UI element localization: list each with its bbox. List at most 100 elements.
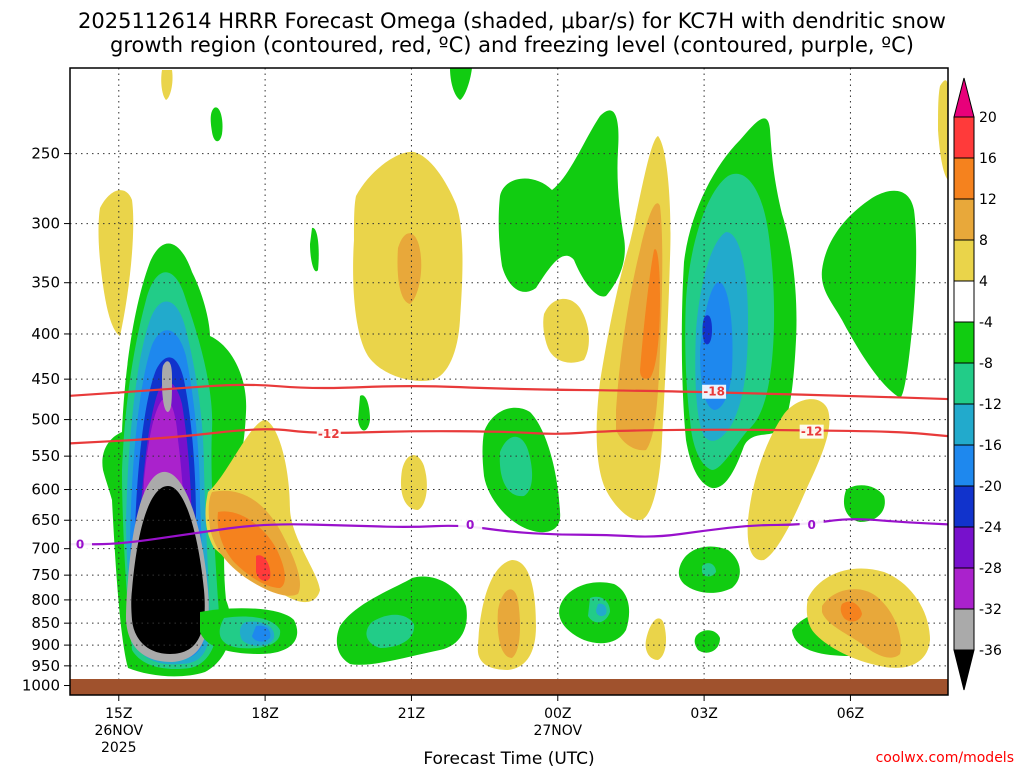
omega-cell-black	[131, 486, 205, 654]
contour-label: -12	[801, 425, 823, 439]
omega-cell-teal	[499, 436, 533, 497]
x-tick-label: 18Z	[251, 706, 278, 722]
colorbar-swatch	[953, 157, 975, 200]
x-tick-label: 06Z	[837, 706, 864, 722]
colorbar-label: -28	[979, 561, 1002, 577]
y-tick-label: 400	[31, 325, 60, 343]
colorbar-swatch	[953, 444, 975, 487]
colorbar-swatch	[953, 362, 975, 405]
y-tick-label: 550	[31, 447, 60, 465]
omega-cell-darkblue	[702, 315, 712, 345]
omega-cell-yellow	[938, 80, 948, 180]
omega-cell-green	[498, 110, 625, 297]
y-tick-label: 600	[31, 481, 60, 499]
omega-cell-green	[310, 227, 319, 272]
colorbar-top-arrow	[953, 77, 975, 118]
colorbar-label: -8	[979, 356, 993, 372]
colorbar-label: 4	[979, 274, 988, 290]
colorbar-label: 12	[979, 192, 997, 208]
x-tick-label: 15Z	[105, 706, 132, 722]
x-tick-label: 21Z	[398, 706, 425, 722]
colorbar-swatch	[953, 321, 975, 364]
omega-cell-gray-upper	[162, 361, 172, 412]
omega-cell-yellow	[98, 190, 134, 336]
contour-label: 0	[76, 537, 84, 551]
colorbar-label: -12	[979, 397, 1002, 413]
y-tick-label: 1000	[22, 677, 60, 695]
ground-strip	[70, 679, 948, 695]
y-tick-label: 350	[31, 274, 60, 292]
y-tick-label: 950	[31, 657, 60, 675]
contour-line	[70, 518, 948, 546]
credit-text[interactable]: coolwx.com/models	[876, 750, 1014, 766]
omega-cell-orange	[640, 249, 660, 379]
y-tick-label: 850	[31, 614, 60, 632]
contour-line	[70, 428, 948, 445]
x-axis-title: Forecast Time (UTC)	[423, 749, 594, 768]
colorbar-label: -4	[979, 315, 993, 331]
y-tick-label: 250	[31, 145, 60, 163]
contour-label: 0	[807, 518, 815, 532]
omega-cell-green	[358, 395, 370, 431]
colorbar-swatch	[953, 526, 975, 569]
x-tick-label: 00Z	[544, 706, 571, 722]
y-axis: 1000 950 900 850 800 750 700 650 600 550 500 450 400…	[22, 145, 70, 695]
contour-label-bg	[70, 537, 92, 552]
omega-cell-gold	[616, 203, 663, 451]
x-tick-date: 27NOV	[533, 723, 582, 739]
colorbar-label: 16	[979, 151, 997, 167]
y-tick-label: 900	[31, 636, 60, 654]
omega-cell-yellow	[161, 70, 173, 100]
omega-cell-orange	[840, 601, 862, 622]
colorbar-swatch	[953, 485, 975, 528]
contour-lines: -18 -12 -12 0 0 0	[70, 383, 948, 552]
x-tick-label: 03Z	[690, 706, 717, 722]
x-tick-year: 2025	[101, 740, 137, 756]
colorbar-swatch	[953, 608, 975, 651]
y-tick-label: 800	[31, 591, 60, 609]
colorbar-swatch	[953, 280, 975, 323]
omega-cell-red	[256, 555, 271, 581]
colorbar-label: -16	[979, 438, 1002, 454]
colorbar-swatch	[953, 567, 975, 610]
colorbar-label: 20	[979, 110, 997, 126]
colorbar: 20 16 12 8 4 -4 -8 -12 -16 -20 -24 -28 -32 -36	[953, 77, 1002, 691]
omega-cell-cyan	[596, 603, 607, 617]
y-tick-label: 750	[31, 566, 60, 584]
omega-cell-gold	[397, 233, 422, 304]
omega-cell-yellow	[645, 618, 666, 660]
y-tick-label: 450	[31, 370, 60, 388]
chart-title-line2: growth region (contoured, red, ºC) and f…	[110, 33, 914, 57]
contour-label-bg	[458, 517, 483, 532]
contour-label-bg	[702, 384, 727, 399]
chart-title-line1: 2025112614 HRRR Forecast Omega (shaded, …	[78, 9, 946, 33]
contour-label: 0	[466, 518, 474, 532]
colorbar-swatch	[953, 403, 975, 446]
x-tick-date: 26NOV	[94, 723, 143, 739]
colorbar-swatch	[953, 116, 975, 159]
contour-label-bg	[799, 517, 824, 532]
omega-cell-yellow	[543, 298, 589, 363]
omega-cell-green	[821, 190, 917, 398]
contour-label: -12	[318, 427, 340, 441]
colorbar-label: -24	[979, 520, 1002, 536]
omega-cell-blue	[700, 281, 733, 410]
omega-cell-green	[843, 485, 885, 522]
omega-cell-gold	[497, 589, 520, 658]
omega-cell-green	[694, 630, 720, 653]
contour-line	[70, 383, 948, 401]
colorbar-swatch	[953, 198, 975, 241]
colorbar-label: -20	[979, 479, 1002, 495]
contour-label-bg	[799, 424, 824, 439]
y-tick-label: 500	[31, 411, 60, 429]
omega-cell-green	[210, 107, 223, 142]
colorbar-bottom-arrow	[953, 649, 975, 691]
colorbar-swatch	[953, 239, 975, 282]
colorbar-label: -32	[979, 602, 1002, 618]
omega-cell-yellow	[400, 455, 427, 510]
omega-cell-teal	[702, 563, 716, 577]
contour-label-bg	[316, 426, 341, 441]
y-tick-label: 650	[31, 511, 60, 529]
